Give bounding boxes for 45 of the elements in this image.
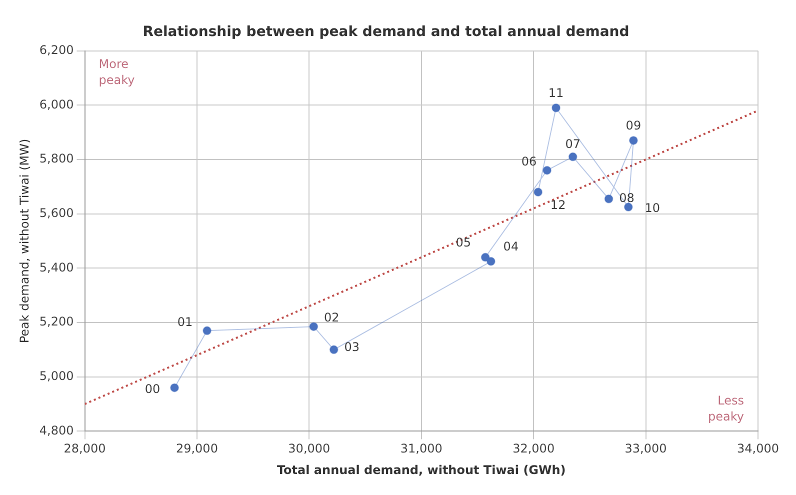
annotation: 02 [324, 310, 340, 325]
x-tick-label: 34,000 [737, 442, 779, 456]
x-tick-label: 29,000 [176, 442, 218, 456]
point [628, 136, 638, 145]
annotation: 10 [644, 201, 660, 216]
point [480, 252, 490, 262]
point [534, 188, 543, 197]
y-tick-label: 4,800 [39, 423, 74, 438]
annotation: 03 [344, 340, 360, 354]
annotation: 00 [144, 382, 160, 396]
x-tick-label: 30,000 [288, 442, 330, 456]
y-tick-label: 5,000 [39, 368, 74, 383]
chart-title: Relationship between peak demand and total annual demand [142, 24, 630, 40]
y-axis-title: Peak demand, without Tiwai (MW) [17, 138, 32, 344]
x-tick-label: 33,000 [624, 442, 667, 456]
point [542, 166, 552, 175]
point [329, 345, 338, 354]
annotation: 09 [626, 118, 642, 133]
annotation: 08 [619, 191, 634, 206]
y-tick-label: 5,400 [39, 260, 74, 274]
annotation: 07 [565, 136, 580, 151]
point [202, 326, 212, 336]
annotation: 04 [503, 240, 519, 254]
x-tick-label: 28,000 [64, 442, 106, 456]
annotation: Less peaky [708, 393, 744, 424]
annotation: 01 [177, 314, 193, 329]
point [170, 383, 180, 392]
annotation: 12 [550, 198, 566, 212]
x-axis-title: Total annual demand, without Tiwai (GWh) [276, 462, 566, 477]
x-tick-label: 31,000 [400, 442, 442, 456]
y-tick-label: 6,000 [39, 97, 74, 112]
point [568, 152, 578, 162]
y-tick-label: 5,800 [39, 152, 74, 166]
point [604, 194, 614, 204]
annotation: More peaky [98, 56, 135, 87]
annotation: 05 [456, 235, 471, 250]
annotation: 06 [521, 154, 537, 168]
y-tick-label: 6,200 [39, 42, 74, 57]
y-tick-label: 5,600 [39, 206, 74, 220]
x-tick-label: 32,000 [512, 442, 555, 456]
annotation: 11 [548, 86, 564, 100]
y-tick-label: 5,200 [39, 314, 74, 329]
point [552, 103, 561, 112]
point [309, 322, 318, 332]
point [624, 202, 633, 212]
